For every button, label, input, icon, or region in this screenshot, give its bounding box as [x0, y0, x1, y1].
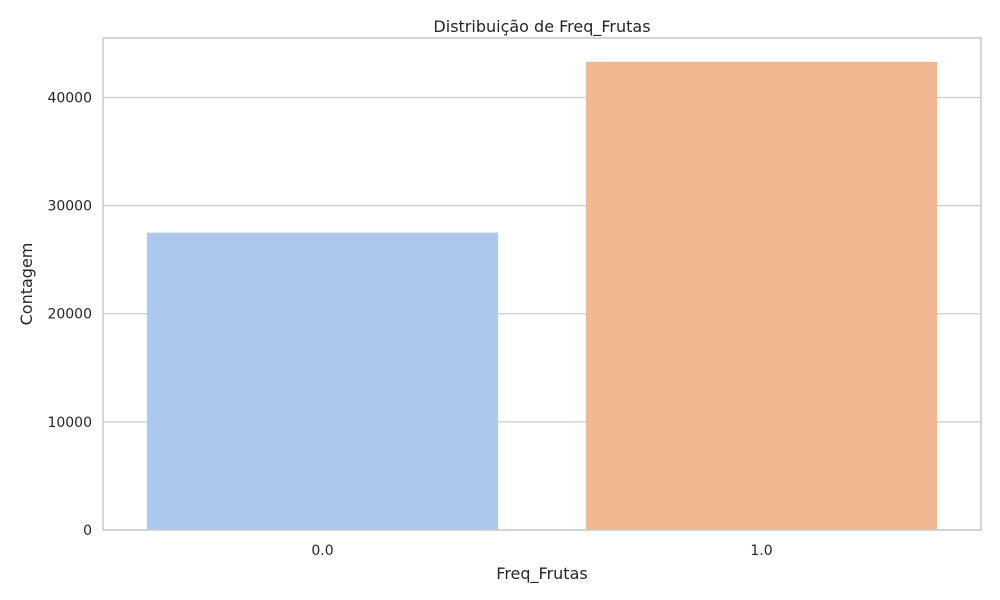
chart-title: Distribuição de Freq_Frutas	[433, 17, 650, 37]
x-tick-label: 0.0	[311, 543, 333, 559]
bars	[146, 61, 938, 531]
y-tick-label: 10000	[47, 415, 92, 431]
y-tick-labels: 0 10000 20000 30000 40000	[47, 90, 92, 539]
bar-1.0	[585, 61, 938, 531]
y-tick-label: 20000	[47, 307, 92, 323]
bar-0.0	[146, 232, 499, 530]
y-tick-label: 30000	[47, 199, 92, 215]
plot-frame	[102, 37, 982, 531]
x-axis-label: Freq_Frutas	[496, 564, 587, 584]
x-tick-label: 1.0	[750, 543, 772, 559]
x-tick-labels: 0.0 1.0	[311, 543, 772, 559]
y-axis-label: Contagem	[17, 243, 36, 326]
y-tick-label: 40000	[47, 90, 92, 106]
y-tick-label: 0	[83, 523, 92, 539]
